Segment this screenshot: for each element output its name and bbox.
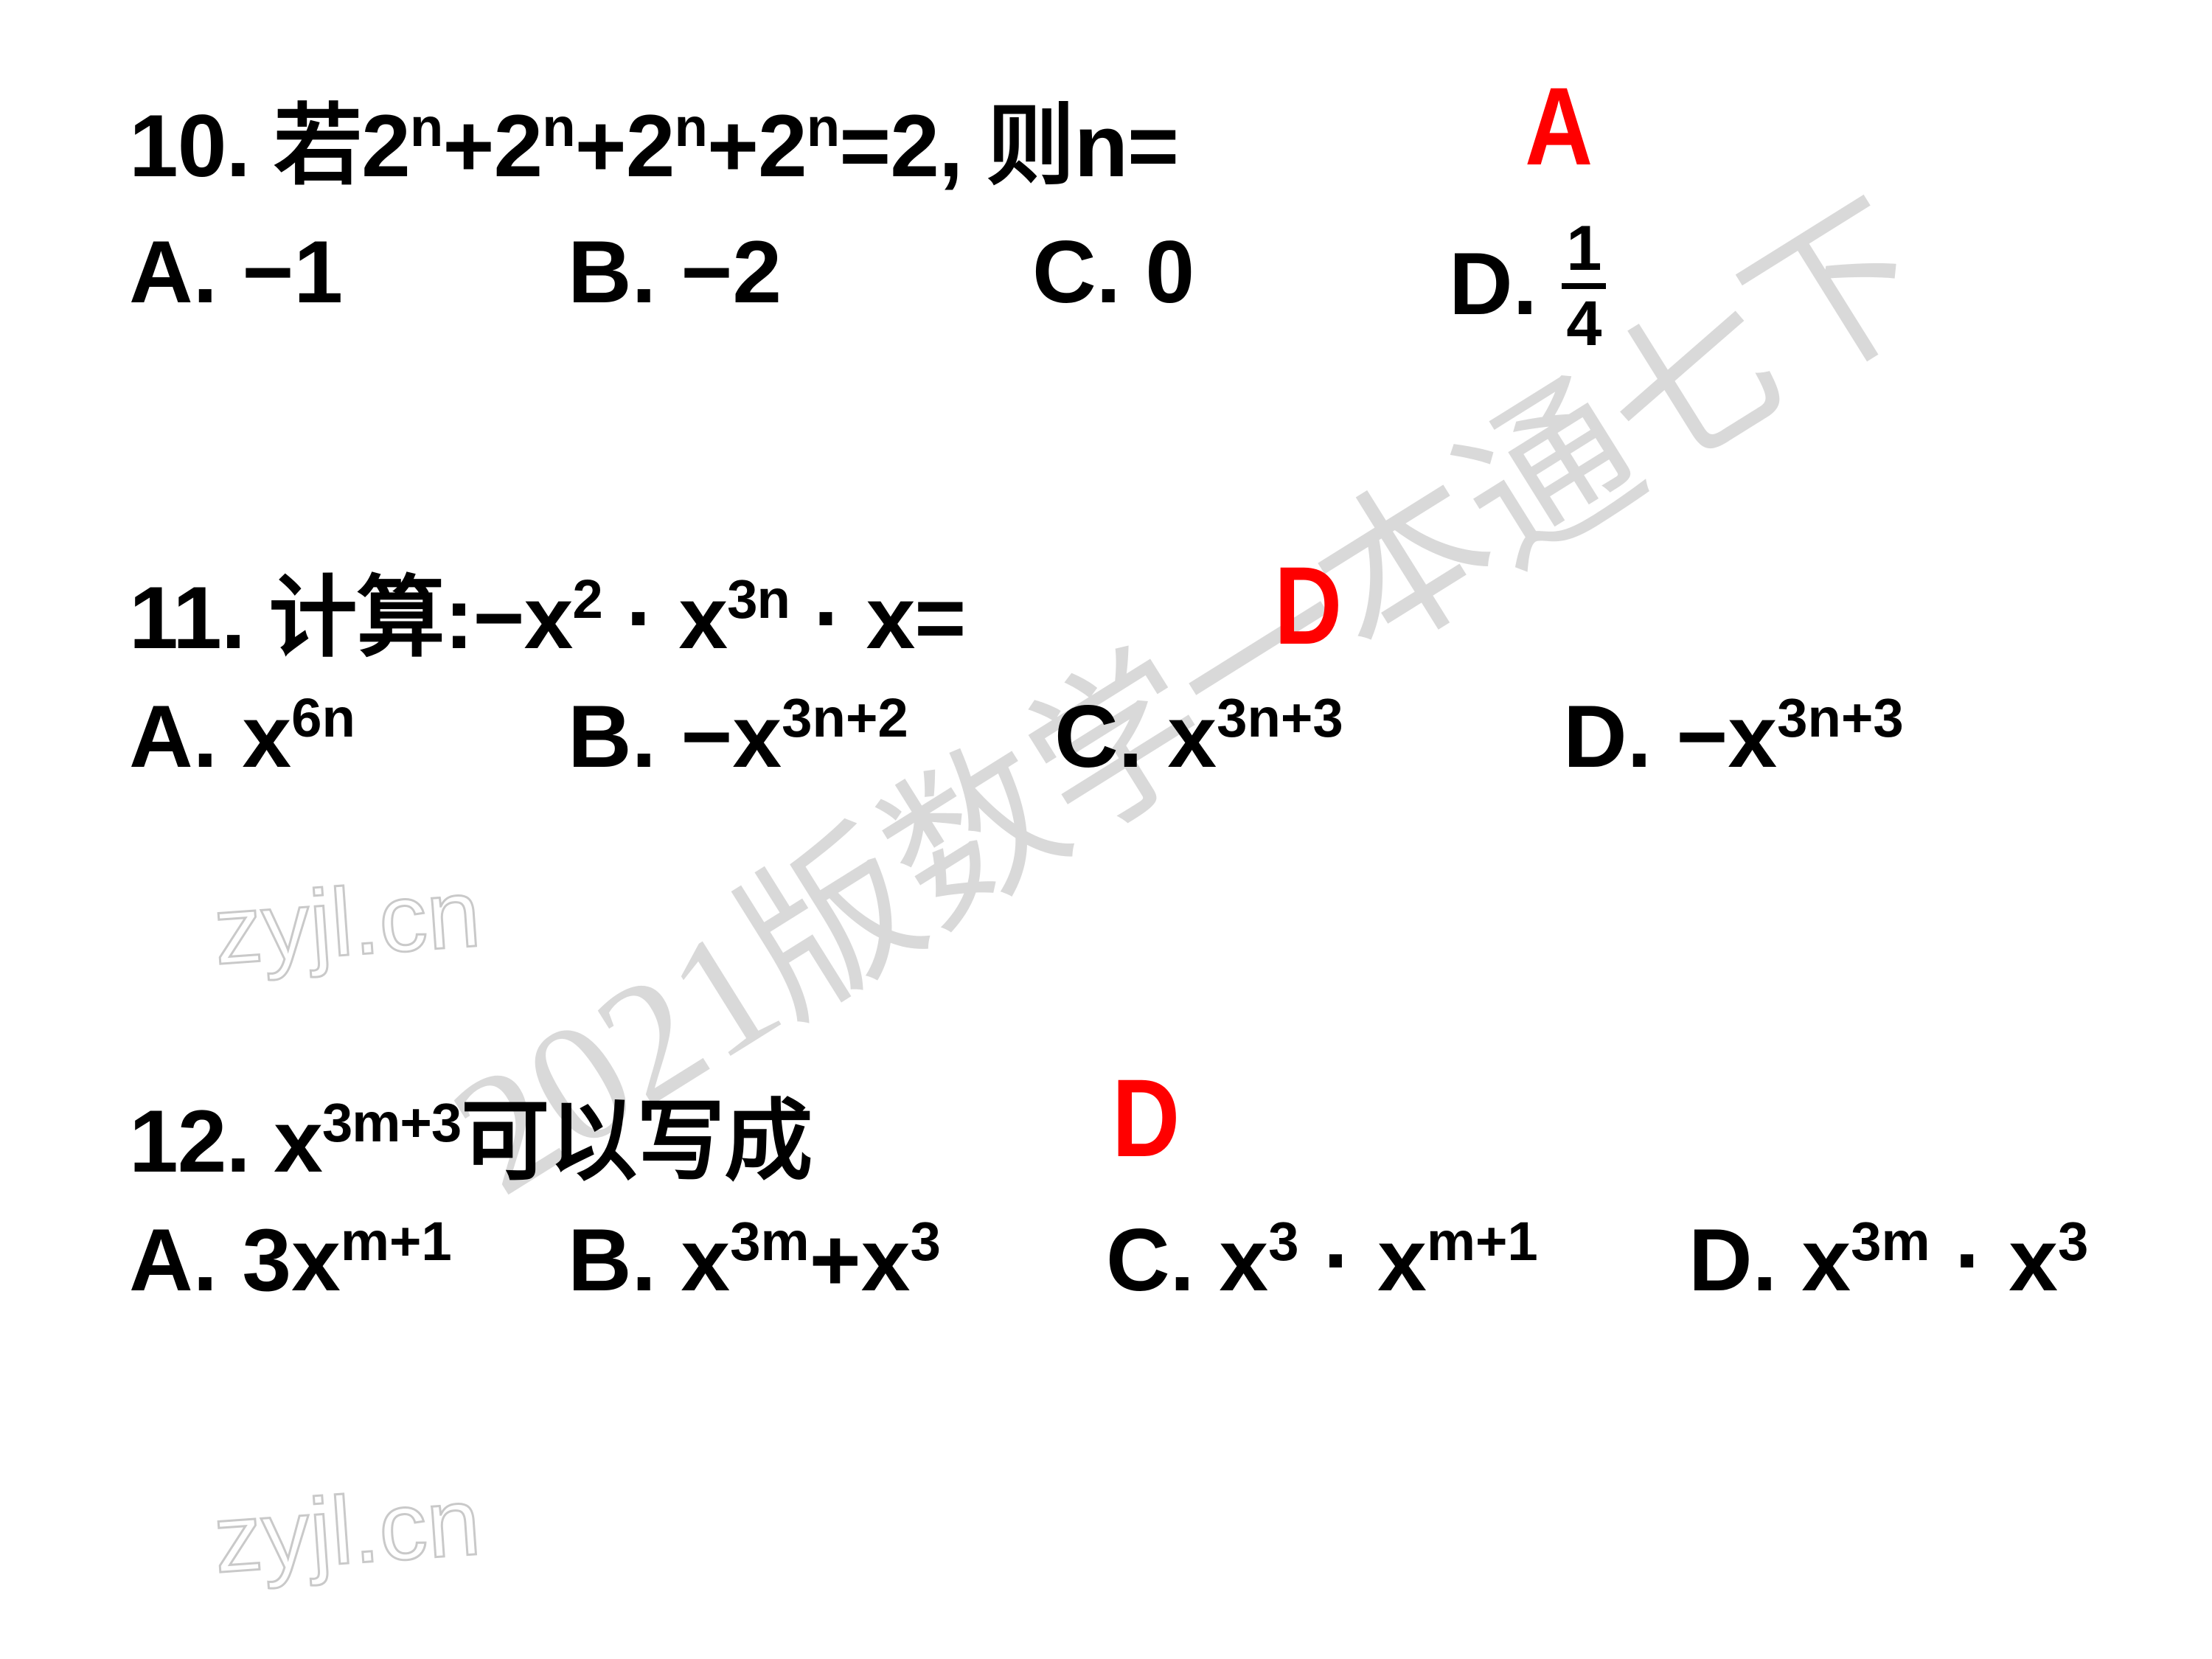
watermark-small-1: zyjl.cn (210, 858, 484, 987)
q10-d-den: 4 (1562, 289, 1606, 355)
q11-stem: 11. 计算:−x2 · x3n · x= (129, 546, 965, 674)
q10-text2: 则 (987, 97, 1074, 195)
q11-b-exp: 3n+2 (782, 687, 908, 748)
q12-b-exp2: 3 (910, 1211, 940, 1272)
q10-choice-a: A. −1 (129, 221, 343, 323)
q11-e1: 2 (572, 568, 602, 630)
q11-c-exp: 3n+3 (1217, 687, 1343, 748)
q10-exp-1: n (410, 97, 442, 158)
q11-choice-b: B. −x3n+2 (568, 686, 908, 787)
q12-choice-d: D. x3m · x3 (1688, 1209, 2088, 1311)
q10-stem: 10. 若2n+2n+2n+2n=2, 则n= (129, 74, 1178, 202)
q12-num: 12 (129, 1092, 226, 1191)
q12-d-exp2: 3 (2058, 1211, 2088, 1272)
q11-a-exp: 6n (291, 687, 355, 748)
watermark-small-2: zyjl.cn (210, 1466, 484, 1595)
q11-answer: D (1274, 542, 1342, 669)
page: 2021版数学一本通七下 10. 若2n+2n+2n+2n=2, 则n= A A… (0, 0, 2212, 1659)
q12-text: 可以写成 (461, 1092, 812, 1191)
q11-e2: 3n (727, 568, 790, 630)
q10-text1: 若 (274, 97, 361, 195)
q12-choice-b: B. x3m+x3 (568, 1209, 941, 1311)
q10-choice-d: D. 14 (1449, 221, 1606, 361)
q12-d-exp1: 3m (1851, 1211, 1930, 1272)
q12-b-exp1: 3m (730, 1211, 810, 1272)
q12-choice-a: A. 3xm+1 (129, 1209, 452, 1311)
q11-choice-c: C. x3n+3 (1054, 686, 1343, 787)
q10-c-val: 0 (1145, 223, 1194, 321)
q11-num: 11 (129, 568, 221, 667)
q10-answer: A (1525, 63, 1593, 190)
q10-a-val: −1 (242, 223, 343, 321)
q12-stem-exp: 3m+3 (322, 1092, 461, 1153)
q10-d-num: 1 (1562, 217, 1606, 289)
q11-choice-d: D. −x3n+3 (1563, 686, 1904, 787)
q12-choice-c: C. x3 · xm+1 (1106, 1209, 1538, 1311)
q12-answer: D (1112, 1054, 1180, 1182)
q10-d-frac: 14 (1562, 217, 1606, 356)
q11-d-exp: 3n+3 (1777, 687, 1904, 748)
q10-exp-4: n (807, 97, 839, 158)
q10-num: 10 (129, 97, 226, 195)
q12-c-exp2: m+1 (1427, 1211, 1538, 1272)
q12-stem: 12. x3m+3可以写成 (129, 1069, 812, 1197)
q11-choice-a: A. x6n (129, 686, 355, 787)
q10-exp-2: n (542, 97, 574, 158)
q10-choice-c: C. 0 (1032, 221, 1194, 323)
q10-b-val: −2 (681, 223, 782, 321)
q10-exp-3: n (674, 97, 706, 158)
q12-a-exp: m+1 (341, 1211, 452, 1272)
q11-text: 计算 (269, 568, 445, 667)
q12-c-exp1: 3 (1268, 1211, 1298, 1272)
q10-choice-b: B. −2 (568, 221, 782, 323)
